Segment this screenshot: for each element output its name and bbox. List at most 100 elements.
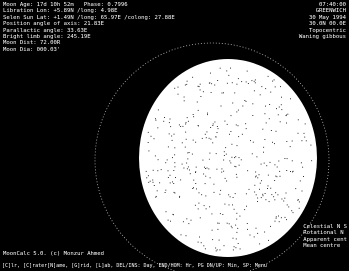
speck [224, 204, 225, 205]
speck [173, 183, 174, 184]
speck [193, 180, 194, 181]
speck [155, 197, 156, 198]
speck [234, 92, 235, 93]
speck [227, 83, 228, 84]
speck [188, 121, 189, 122]
speck [270, 226, 271, 227]
speck [287, 114, 288, 115]
speck [236, 177, 237, 178]
speck [200, 84, 201, 85]
speck [305, 123, 306, 124]
speck [193, 187, 194, 188]
speck [231, 144, 232, 145]
speck [206, 137, 207, 138]
speck [204, 205, 205, 206]
speck [148, 132, 149, 133]
speck [233, 249, 234, 250]
speck [262, 129, 263, 130]
speck [204, 167, 205, 168]
speck [191, 220, 192, 221]
speck [261, 164, 262, 165]
speck [268, 240, 269, 241]
speck [218, 128, 219, 129]
speck [217, 229, 218, 230]
speck [221, 168, 222, 169]
speck [286, 193, 287, 194]
speck [231, 115, 232, 116]
speck [254, 185, 255, 186]
speck [229, 134, 230, 135]
speck [237, 145, 238, 146]
speck [259, 243, 260, 244]
speck [247, 71, 248, 72]
speck [284, 198, 285, 199]
speck [199, 192, 200, 193]
speck [196, 188, 197, 189]
speck [179, 197, 180, 198]
speck [203, 174, 204, 175]
speck [198, 242, 199, 243]
speck [216, 250, 217, 251]
speck [286, 115, 287, 116]
speck [268, 175, 269, 176]
speck [290, 146, 291, 147]
speck [155, 120, 156, 121]
speck [242, 106, 243, 107]
speck [292, 141, 293, 142]
speck [279, 107, 280, 108]
speck [221, 106, 222, 107]
speck [189, 152, 190, 153]
speck [187, 81, 188, 82]
speck [174, 192, 175, 193]
speck [270, 162, 271, 163]
speck [259, 189, 260, 190]
speck [298, 199, 299, 200]
speck [184, 100, 185, 101]
speck [228, 75, 229, 76]
speck [269, 118, 270, 119]
speck [165, 192, 166, 193]
speck [170, 221, 171, 222]
speck [221, 172, 222, 173]
speck [255, 172, 256, 173]
speck [287, 204, 288, 205]
speck [152, 180, 153, 181]
speck [280, 121, 281, 122]
speck [153, 182, 154, 183]
speck [225, 147, 226, 148]
speck [200, 96, 201, 97]
speck [254, 81, 255, 82]
speck [185, 85, 186, 86]
speck [267, 188, 268, 189]
speck [288, 206, 289, 207]
speck [274, 79, 275, 80]
speck [148, 142, 149, 143]
speck [148, 175, 149, 176]
speck [250, 140, 251, 141]
speck [277, 194, 278, 195]
speck [216, 137, 217, 138]
speck [271, 194, 272, 195]
speck [236, 174, 237, 175]
speck [154, 138, 155, 139]
speck [219, 194, 220, 195]
speck [174, 154, 175, 155]
speck [226, 154, 227, 155]
speck [247, 170, 248, 171]
speck [237, 228, 238, 229]
key-help: [C]lr, [C]rater[N]ame, [G]rid, [L]ab, DE… [2, 263, 267, 269]
speck [155, 155, 156, 156]
speck [187, 117, 188, 118]
speck [291, 210, 292, 211]
speck [192, 154, 193, 155]
speck [236, 232, 237, 233]
speck [301, 162, 302, 163]
speck [174, 166, 175, 167]
speck [209, 138, 210, 139]
speck [215, 248, 216, 249]
speck [244, 100, 245, 101]
speck [174, 193, 175, 194]
speck [216, 169, 217, 170]
speck [252, 103, 253, 104]
